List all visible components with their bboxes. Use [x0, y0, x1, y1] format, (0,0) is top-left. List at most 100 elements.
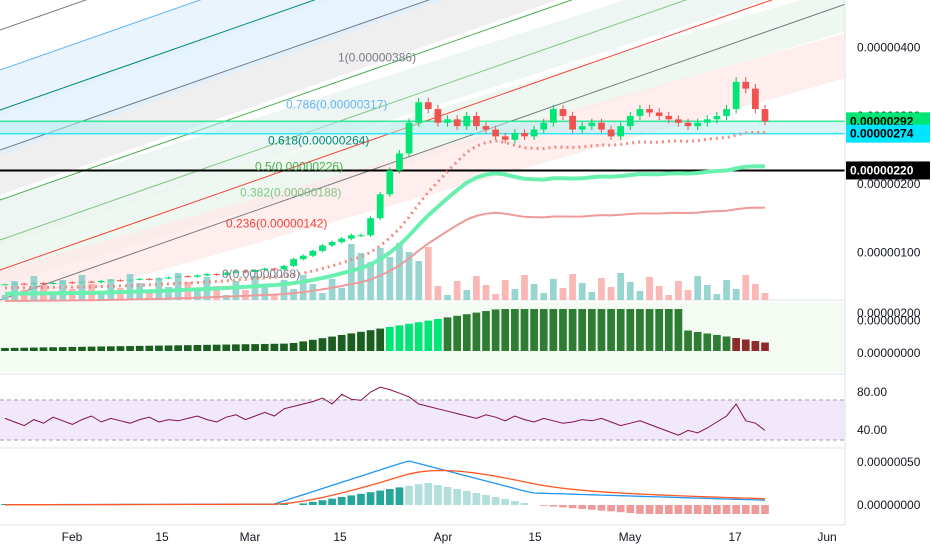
candle[interactable] [713, 111, 721, 124]
volume-bar [482, 285, 490, 300]
candle[interactable] [684, 118, 692, 131]
price-axis[interactable]: 0.000004000.000003000.000002000.00000100… [844, 0, 921, 525]
candle[interactable] [88, 280, 95, 284]
candle[interactable] [222, 271, 230, 276]
candle[interactable] [540, 118, 548, 134]
candle[interactable] [309, 249, 317, 257]
candle[interactable] [521, 129, 528, 141]
candle[interactable] [338, 237, 346, 244]
candle-body [68, 282, 76, 284]
candle[interactable] [732, 77, 740, 114]
price-tick-label: 0.00000200 [857, 177, 921, 191]
candle[interactable] [703, 115, 711, 127]
moving-average-line[interactable] [4, 130, 766, 290]
macd-panel[interactable] [1, 460, 769, 514]
candle[interactable] [569, 111, 576, 134]
cloud-lower-line[interactable] [4, 206, 766, 302]
fib-level-label: 0.236(0.00000142) [226, 217, 327, 231]
candle[interactable] [694, 118, 702, 131]
candle[interactable] [40, 282, 47, 285]
candle[interactable] [626, 111, 634, 131]
macd-line[interactable] [4, 460, 766, 506]
rsi-panel[interactable] [0, 386, 845, 441]
price-tag[interactable] [846, 124, 930, 143]
candle[interactable] [184, 275, 192, 278]
candle[interactable] [136, 278, 144, 281]
candle[interactable] [405, 118, 413, 157]
candle[interactable] [463, 111, 471, 131]
candle[interactable] [742, 77, 750, 94]
candle[interactable] [165, 276, 172, 280]
candle[interactable] [434, 104, 442, 127]
candle[interactable] [299, 254, 307, 261]
candle[interactable] [665, 111, 673, 124]
candle[interactable] [68, 281, 76, 284]
candle[interactable] [588, 118, 596, 131]
oscillator-bar [135, 345, 144, 351]
oscillator-bar [549, 309, 558, 351]
candle[interactable] [723, 104, 730, 120]
candle[interactable] [49, 282, 57, 285]
candle[interactable] [396, 150, 403, 174]
cloud-upper-line[interactable] [4, 164, 766, 296]
price-panel[interactable] [0, 0, 846, 449]
oscillator-panel[interactable] [0, 302, 845, 372]
candle[interactable] [203, 273, 211, 277]
candle[interactable] [376, 191, 384, 221]
candle[interactable] [194, 274, 201, 278]
candle-body [463, 115, 471, 127]
macd-signal-line[interactable] [4, 469, 766, 506]
candle[interactable] [145, 278, 153, 281]
candle[interactable] [752, 84, 759, 114]
candle[interactable] [97, 280, 105, 284]
time-axis[interactable]: Feb 15 Mar 15 Apr 15 May 17 Jun [0, 524, 845, 544]
macd-histogram-bar [703, 505, 712, 514]
candle[interactable] [261, 267, 269, 272]
volume-bar [742, 275, 750, 300]
candle-body [213, 274, 221, 276]
candle[interactable] [242, 270, 249, 274]
candle[interactable] [213, 273, 221, 276]
candle[interactable] [492, 125, 499, 141]
candle[interactable] [559, 104, 567, 120]
candle[interactable] [415, 97, 423, 127]
candle[interactable] [675, 115, 682, 127]
candle[interactable] [617, 122, 625, 141]
candle[interactable] [453, 115, 461, 131]
candle[interactable] [511, 129, 519, 144]
candle[interactable] [357, 233, 365, 237]
volume-bar [49, 294, 57, 300]
volume-bar [694, 276, 702, 300]
candle[interactable] [646, 104, 653, 117]
candle[interactable] [607, 125, 615, 141]
rsi-line[interactable] [4, 386, 766, 436]
candle[interactable] [20, 282, 28, 286]
candle[interactable] [424, 97, 432, 114]
candle[interactable] [386, 167, 394, 197]
candle[interactable] [232, 270, 240, 274]
candle[interactable] [1, 283, 9, 286]
price-tag[interactable] [846, 161, 930, 180]
candle[interactable] [251, 268, 259, 274]
candle[interactable] [290, 257, 297, 267]
candle[interactable] [549, 104, 557, 127]
candle[interactable] [761, 104, 769, 126]
candle[interactable] [367, 216, 374, 237]
candle[interactable] [347, 233, 355, 241]
candle[interactable] [444, 115, 451, 127]
candle[interactable] [655, 108, 663, 120]
oscillator-bar [414, 322, 423, 351]
candle[interactable] [578, 122, 586, 134]
candle[interactable] [598, 118, 605, 134]
candle[interactable] [280, 264, 288, 271]
candle[interactable] [482, 122, 490, 134]
candle[interactable] [530, 125, 538, 141]
candle[interactable] [117, 279, 124, 282]
candle[interactable] [319, 243, 326, 253]
candle[interactable] [501, 132, 509, 144]
candle[interactable] [473, 111, 480, 131]
candle[interactable] [271, 267, 278, 271]
candle[interactable] [328, 240, 336, 247]
candle[interactable] [636, 104, 644, 120]
